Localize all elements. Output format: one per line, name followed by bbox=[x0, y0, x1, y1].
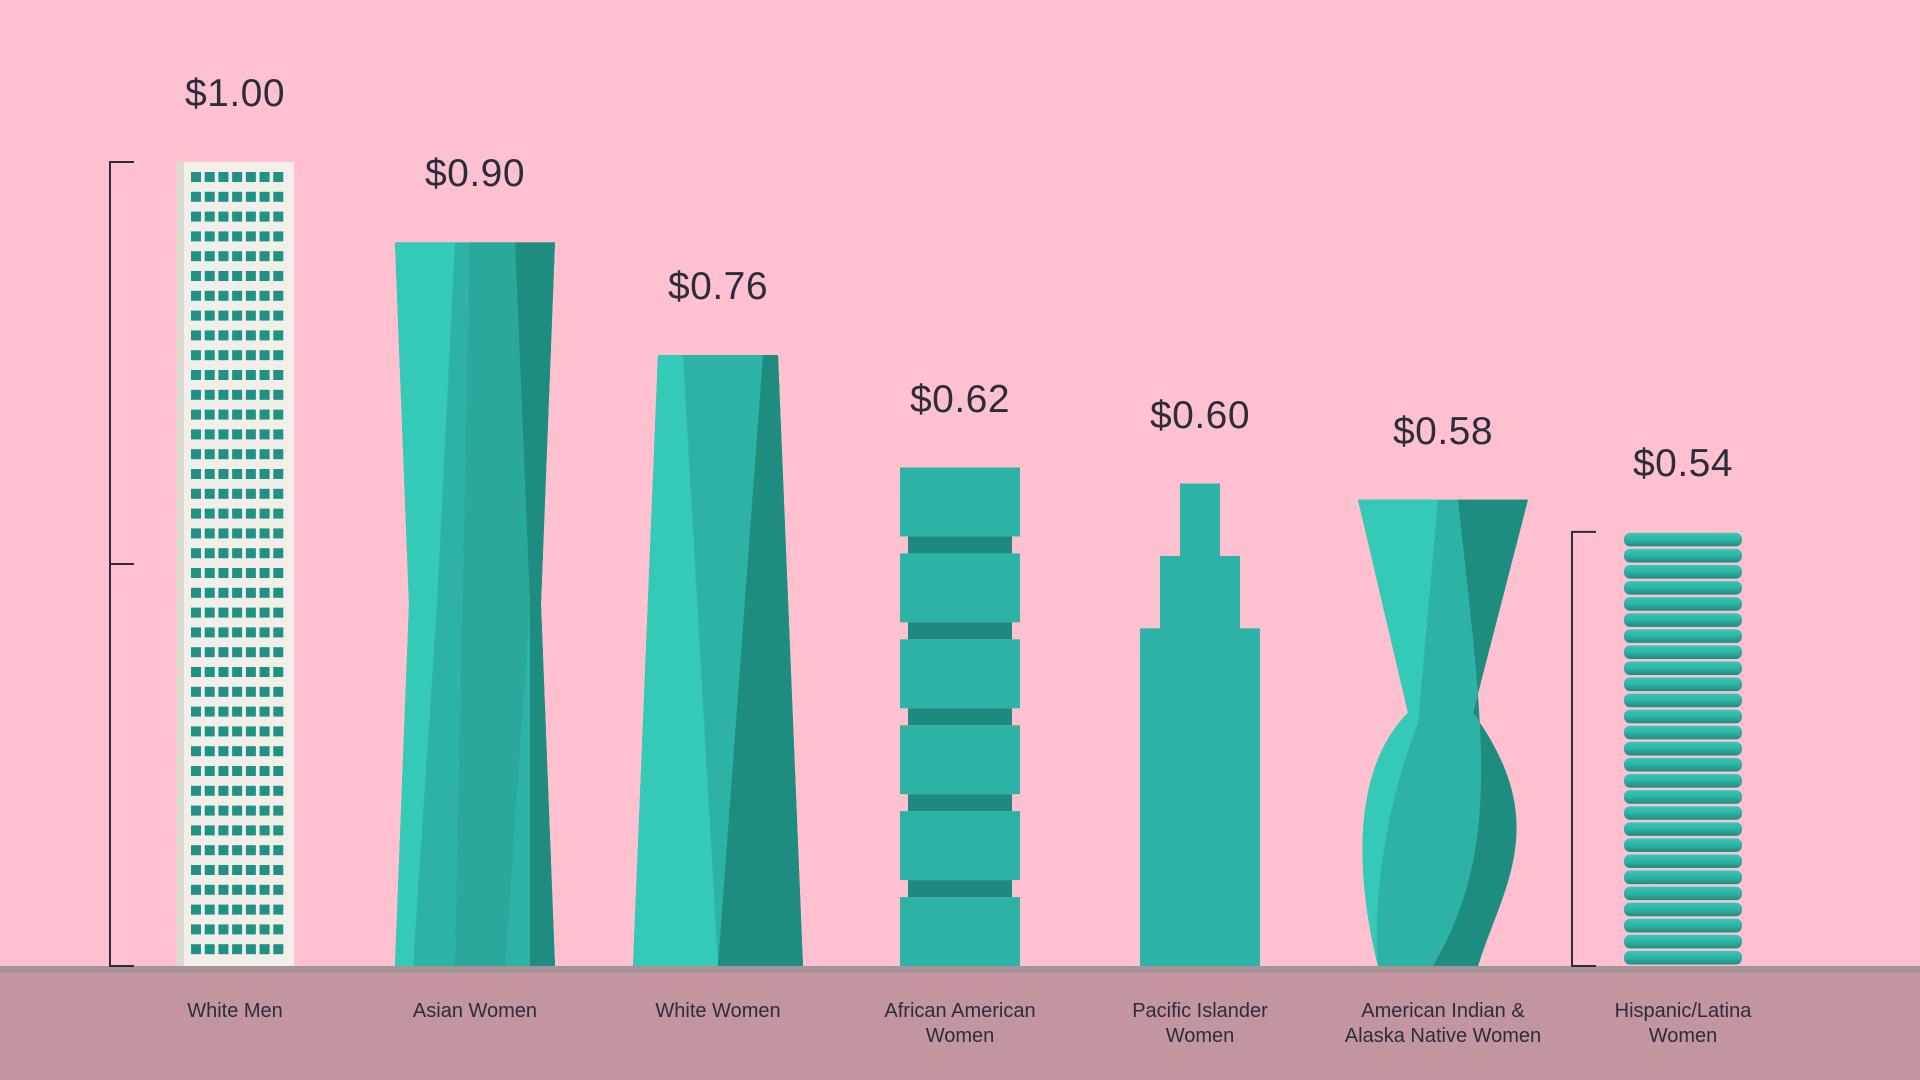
bar-stacked-discs bbox=[1624, 532, 1742, 965]
x-tick-label: Pacific Islander Women bbox=[1132, 1000, 1268, 1047]
data-label: $0.58 bbox=[1392, 409, 1494, 453]
bar-stacked-blocks bbox=[900, 467, 1020, 966]
data-label: $0.60 bbox=[1149, 393, 1251, 437]
bar-stepped-spire bbox=[1140, 483, 1260, 966]
x-tick-label: Asian Women bbox=[412, 1000, 538, 1022]
hispanic-latina-bracket bbox=[1571, 530, 1596, 967]
bar-tapered-prism bbox=[633, 354, 803, 967]
data-label: $1.00 bbox=[184, 72, 286, 115]
x-tick-label: American Indian & Alaska Native Women bbox=[1344, 1000, 1542, 1047]
bar-window-grid bbox=[176, 162, 294, 966]
bar-helix-twist bbox=[1358, 499, 1528, 966]
x-tick-label: African American Women bbox=[884, 1000, 1036, 1047]
data-label: $0.76 bbox=[667, 264, 769, 308]
x-tick-label: White Women bbox=[655, 1000, 781, 1022]
full-height-bracket bbox=[109, 161, 134, 967]
x-tick-label: Hispanic/Latina Women bbox=[1614, 1000, 1752, 1047]
data-label: $0.62 bbox=[909, 377, 1011, 421]
data-label: $0.90 bbox=[424, 152, 526, 196]
x-tick-label: White Men bbox=[187, 1000, 283, 1022]
data-label: $0.54 bbox=[1632, 441, 1734, 485]
floor bbox=[0, 966, 1920, 1080]
bar-twisted-prism bbox=[395, 242, 555, 966]
floor-edge bbox=[0, 966, 1920, 973]
